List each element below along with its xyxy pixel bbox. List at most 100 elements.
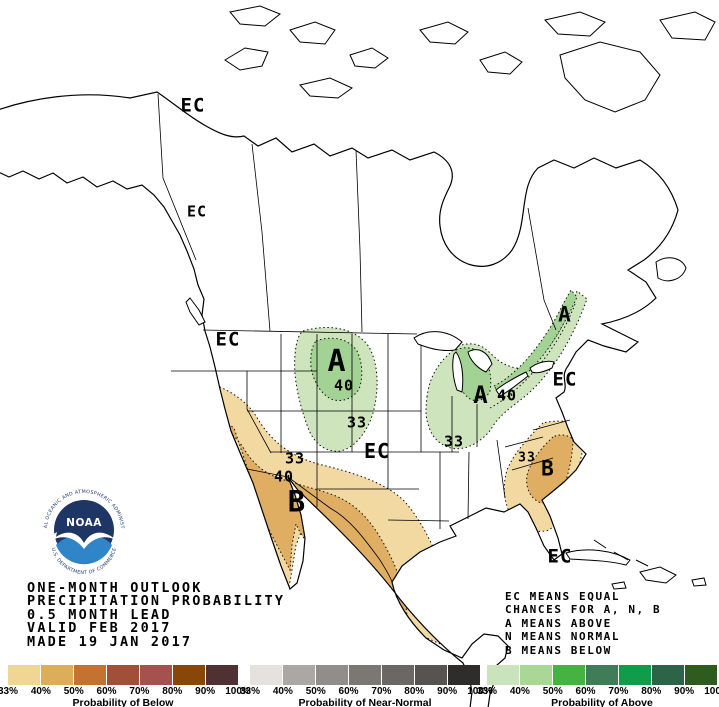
tick-label: 70% [608, 686, 629, 697]
colorbar-swatch [487, 665, 519, 685]
arctic-island [659, 11, 716, 41]
lake-huron [467, 349, 493, 373]
colorbar-swatch [553, 665, 585, 685]
tick-label: 33% [0, 686, 19, 697]
legend-line: CHANCES FOR A, N, B [505, 603, 662, 617]
title-block: ONE-MONTH OUTLOOK PRECIPITATION PROBABIL… [27, 580, 286, 650]
noaa-sea [56, 537, 112, 565]
colorbar-swatch [140, 665, 172, 685]
map-label-ec-panhandle: EC [186, 202, 208, 221]
map-label-40-central: 40 [333, 376, 355, 395]
tick-label: 100% [704, 686, 719, 697]
lake-erie [495, 371, 529, 397]
lake-superior [413, 331, 463, 351]
tick-label: 90% [195, 686, 216, 697]
tick-label: 40% [30, 686, 51, 697]
colorbar-swatch [8, 665, 40, 685]
map-label-40-southwest: 40 [273, 467, 295, 486]
map-label-33-central: 33 [346, 413, 368, 432]
tick-label: 90% [674, 686, 695, 697]
map-label-33-ohio: 33 [443, 432, 465, 451]
lake-ontario [529, 360, 555, 374]
lake-michigan [452, 351, 464, 393]
bahamas [593, 539, 649, 567]
tick-label: 80% [162, 686, 183, 697]
arctic-island [299, 77, 353, 99]
tick-label: 80% [641, 686, 662, 697]
map-label-b-southeast: B [541, 456, 555, 481]
arctic-island [289, 21, 336, 45]
tick-label: 60% [338, 686, 359, 697]
newfoundland [655, 257, 687, 282]
colorbar-swatch [206, 665, 238, 685]
title-line: 0.5 MONTH LEAD [27, 606, 172, 623]
tick-label: 100% [467, 686, 493, 697]
tick-label: 70% [129, 686, 150, 697]
map-label-ec-florida: EC [547, 545, 573, 568]
noaa-logo: NOAA NATIONAL OCEANIC AND ATMOSPHERIC AD… [0, 0, 127, 576]
noaa-bird-beak [47, 532, 57, 541]
vancouver-island [185, 297, 206, 326]
title-line: PRECIPITATION PROBABILITY [27, 593, 286, 610]
title-line: ONE-MONTH OUTLOOK [27, 580, 203, 596]
tick-label: 40% [509, 686, 530, 697]
baffin-island [559, 41, 661, 113]
colorbar-below [8, 665, 238, 685]
map-label-a-central: A [327, 344, 347, 379]
region-above-central-40 [310, 337, 363, 402]
arctic-island [479, 51, 523, 75]
colorbar-swatch [107, 665, 139, 685]
map-label-ec-midatlantic: EC [552, 368, 578, 391]
noaa-ring-top-text: NATIONAL OCEANIC AND ATMOSPHERIC ADMINIS… [0, 0, 125, 529]
colorbar-swatch [349, 665, 381, 685]
colorbar-below-ticks: 33% 40% 50% 60% 70% 80% 90% 100% [0, 686, 251, 697]
tick-label: 100% [225, 686, 251, 697]
colorbar-near-normal-ticks: 33% 40% 50% 60% 70% 80% 90% 100% [240, 686, 493, 697]
legend-line: B MEANS BELOW [505, 643, 612, 657]
legend-line: EC MEANS EQUAL [505, 590, 621, 603]
tick-label: 70% [371, 686, 392, 697]
map-label-33-southeast: 33 [518, 450, 536, 466]
legend-key-block: EC MEANS EQUAL CHANCES FOR A, N, B A MEA… [505, 590, 661, 657]
tick-label: 50% [542, 686, 563, 697]
colorbar-above-caption: Probability of Above [551, 697, 653, 707]
colorbar-swatch [283, 665, 315, 685]
colorbar-swatch [685, 665, 717, 685]
region-above-ohio-northeast-33 [425, 290, 588, 450]
colorbar-swatch [448, 665, 480, 685]
political-borders [157, 93, 571, 583]
legend-line: N MEANS NORMAL [505, 630, 621, 644]
noaa-bird-icon [52, 532, 116, 549]
islands [185, 5, 716, 590]
title-line: MADE 19 JAN 2017 [27, 633, 193, 650]
colorbar-below-caption: Probability of Below [72, 697, 174, 707]
tick-label: 60% [96, 686, 117, 697]
colorbar-near-normal-caption: Probability of Near-Normal [298, 697, 432, 707]
tick-label: 50% [305, 686, 326, 697]
jamaica [611, 581, 627, 590]
arctic-island [419, 21, 469, 45]
tick-label: 33% [476, 686, 498, 697]
colorbar-swatch [250, 665, 282, 685]
colorbar-swatch [74, 665, 106, 685]
puerto-rico [691, 577, 707, 587]
colorbar-swatch [173, 665, 205, 685]
colorbar-swatch [415, 665, 447, 685]
colorbar-swatch [586, 665, 618, 685]
colorbar-above-ticks: 33% 40% 50% 60% 70% 80% 90% 100% [477, 686, 719, 697]
arctic-island [349, 47, 389, 69]
colorbar-swatch [520, 665, 552, 685]
tick-label: 33% [239, 686, 261, 697]
legend-line: A MEANS ABOVE [505, 616, 612, 630]
cuba [565, 549, 631, 566]
colorbar-swatch [41, 665, 73, 685]
arctic-island [544, 11, 606, 37]
map-label-33-southwest: 33 [284, 449, 306, 468]
great-lakes [413, 331, 555, 397]
contour-dotted-northeast [489, 303, 576, 409]
arctic-island [229, 5, 281, 27]
colorbar-near-normal [250, 665, 480, 685]
map-label-40-ohio: 40 [496, 386, 518, 405]
